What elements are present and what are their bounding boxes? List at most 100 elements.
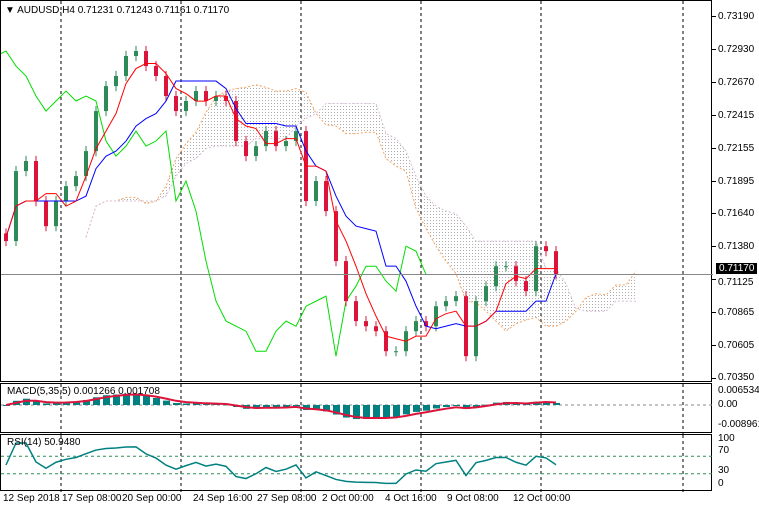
- candle-body: [334, 211, 338, 262]
- macd-bar: [163, 400, 170, 405]
- rsi-chart: [1, 435, 713, 492]
- candle-body: [344, 261, 348, 302]
- collapse-triangle-icon[interactable]: ▼: [5, 5, 15, 16]
- candle-body: [64, 186, 68, 202]
- candle-body: [474, 301, 478, 357]
- candle-body: [54, 201, 58, 227]
- price-axis-label: 0.71640: [718, 208, 755, 220]
- candle-body: [494, 266, 498, 287]
- rsi-axis-100: 100: [718, 433, 735, 444]
- candle-body: [224, 96, 228, 101]
- candle-body: [174, 96, 178, 112]
- price-tick: [712, 246, 716, 248]
- macd-bar: [333, 405, 340, 415]
- price-tick: [712, 279, 716, 281]
- price-axis-label: 0.72155: [718, 142, 755, 154]
- macd-bar: [383, 405, 390, 418]
- macd-bar: [193, 403, 200, 405]
- macd-bar: [253, 405, 260, 409]
- rsi-axis-30: 30: [718, 465, 730, 476]
- macd-signal-line: [5, 393, 557, 420]
- macd-bar: [123, 393, 130, 405]
- ichimoku-cloud: [86, 84, 636, 332]
- senkou-span-b: [85, 103, 636, 312]
- macd-bar: [143, 395, 150, 405]
- macd-label: MACD(5,35,5) 0.001266 0.001708: [7, 386, 160, 397]
- candle-body: [124, 56, 128, 77]
- price-tick: [712, 213, 716, 215]
- open-value: 0.71231: [77, 5, 114, 16]
- macd-bar: [393, 405, 400, 417]
- macd-bar: [113, 394, 120, 405]
- price-axis-label: 0.73190: [718, 11, 755, 22]
- macd-bar: [353, 405, 360, 420]
- macd-bar: [413, 405, 420, 412]
- price-tick: [712, 48, 716, 50]
- macd-panel[interactable]: MACD(5,35,5) 0.001266 0.001708: [0, 383, 713, 434]
- low-value: 0.71161: [155, 5, 191, 16]
- macd-bar: [203, 403, 210, 405]
- tenkan-sen-line: [5, 63, 556, 342]
- time-axis-label: 12 Oct 00:00: [513, 493, 571, 504]
- price-tick: [712, 81, 716, 83]
- macd-bar: [263, 405, 270, 408]
- candle-body: [444, 301, 448, 307]
- candle-body: [324, 181, 328, 212]
- time-axis-label: 20 Sep 00:00: [122, 493, 182, 504]
- candle-body: [314, 181, 318, 202]
- candle-body: [24, 161, 28, 172]
- kijun-sen-line: [5, 80, 557, 330]
- price-axis-label: 0.70865: [718, 307, 755, 319]
- macd-bar: [23, 398, 30, 405]
- candle-body: [104, 86, 108, 112]
- candle-body: [504, 266, 508, 268]
- macd-bar: [343, 405, 350, 418]
- candle-body: [114, 76, 118, 87]
- macd-bar: [183, 403, 190, 405]
- macd-bar: [43, 403, 50, 405]
- macd-bar: [33, 400, 40, 405]
- current-price-label: 0.71170: [716, 263, 758, 274]
- macd-axis-zero: 0.00: [718, 399, 738, 410]
- time-axis-label: 27 Sep 08:00: [257, 493, 317, 504]
- candle-body: [214, 96, 218, 101]
- macd-axis-max: 0.006534: [718, 385, 759, 396]
- macd-chart: [1, 384, 713, 434]
- time-axis-label: 4 Oct 16:00: [385, 493, 437, 504]
- price-tick: [712, 16, 716, 17]
- senkou-span-a: [85, 84, 637, 332]
- macd-bar: [283, 405, 290, 408]
- macd-bar: [293, 405, 300, 407]
- time-axis-label: 17 Sep 08:00: [62, 493, 122, 504]
- price-chart: [1, 1, 713, 383]
- candle-body: [74, 176, 78, 187]
- macd-bar: [313, 405, 320, 411]
- candle-body: [264, 131, 268, 147]
- high-value: 0.71243: [116, 5, 153, 16]
- price-axis-label: 0.71125: [718, 277, 754, 288]
- price-tick: [712, 345, 716, 346]
- candle-body: [554, 251, 558, 275]
- symbol: AUDUSD,H4: [17, 5, 75, 16]
- macd-bar: [93, 397, 100, 405]
- candle-body: [154, 66, 158, 77]
- candle-body: [244, 141, 248, 157]
- chikou-line: [1, 50, 427, 357]
- price-axis-label: 0.70350: [718, 372, 755, 383]
- macd-bar: [443, 405, 450, 407]
- candle-body: [354, 301, 358, 322]
- candle-body: [424, 321, 428, 327]
- candle-body: [544, 246, 548, 252]
- rsi-panel[interactable]: RSI(14) 50.9480: [0, 434, 713, 492]
- macd-bar: [153, 398, 160, 405]
- symbol-header: ▼ AUDUSD,H4 0.71231 0.71243 0.71161 0.71…: [5, 5, 229, 16]
- candle-body: [514, 266, 518, 282]
- candle-body: [524, 281, 528, 292]
- price-panel[interactable]: ▼ AUDUSD,H4 0.71231 0.71243 0.71161 0.71…: [0, 0, 713, 383]
- candle-body: [194, 91, 198, 101]
- candle-body: [274, 131, 278, 147]
- time-axis-label: 12 Sep 2018: [3, 493, 60, 504]
- rsi-line: [5, 442, 557, 485]
- candle-body: [144, 51, 148, 67]
